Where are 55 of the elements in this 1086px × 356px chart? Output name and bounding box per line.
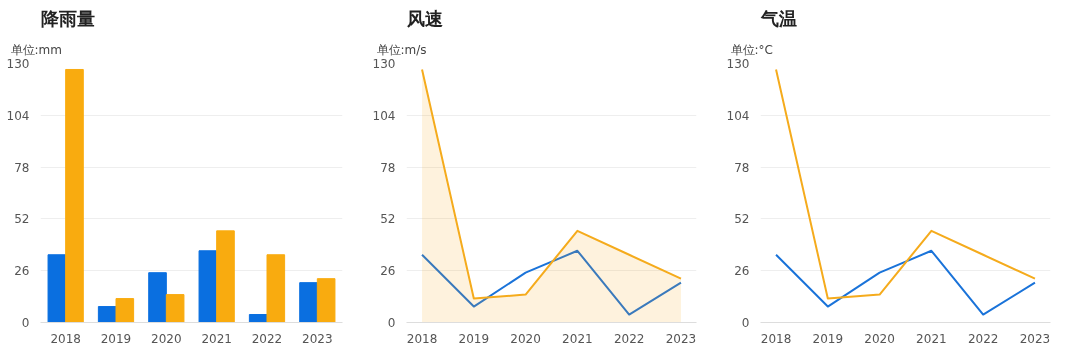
y-tick-label: 104 — [726, 108, 750, 123]
line-series — [421, 249, 682, 316]
x-tick-label: 2020 — [151, 331, 182, 346]
bar — [198, 250, 218, 323]
bar — [216, 230, 235, 323]
x-tick-label: 2019 — [100, 331, 132, 346]
bar — [47, 254, 67, 323]
x-tick-label: 2018 — [760, 331, 792, 346]
y-axis-title: 单位:mm — [10, 42, 62, 57]
bar — [299, 282, 318, 323]
x-tick-label: 2019 — [458, 331, 490, 346]
bar — [148, 272, 167, 323]
y-axis-title: 单位:°C — [730, 42, 773, 57]
y-tick-label: 104 — [6, 108, 30, 123]
y-tick-label: 78 — [380, 160, 396, 175]
x-tick-label: 2020 — [510, 331, 541, 346]
y-tick-label: 104 — [372, 108, 396, 123]
bar — [266, 254, 286, 323]
x-tick-label: 2022 — [251, 331, 283, 346]
bar — [165, 294, 185, 323]
bar — [65, 68, 84, 323]
y-tick-label: 26 — [734, 264, 750, 279]
y-tick-label: 52 — [14, 212, 30, 227]
y-tick-label: 26 — [380, 264, 396, 279]
y-tick-label: 78 — [14, 160, 30, 175]
y-tick-label: 52 — [734, 212, 750, 227]
y-tick-label: 130 — [6, 57, 30, 71]
y-tick-label: 78 — [734, 160, 750, 175]
x-tick-label: 2023 — [302, 331, 333, 346]
x-tick-label: 2022 — [613, 331, 645, 346]
y-tick-label: 52 — [380, 212, 396, 227]
y-tick-label: 0 — [387, 316, 396, 330]
chart-title: 气温 — [759, 7, 797, 29]
bar — [115, 298, 135, 323]
line-series — [775, 249, 1036, 316]
y-tick-label: 130 — [372, 57, 396, 71]
x-tick-label: 2021 — [201, 331, 232, 346]
x-tick-label: 2021 — [916, 331, 947, 346]
y-axis-title: 单位:m/s — [376, 42, 427, 57]
x-tick-label: 2018 — [50, 331, 81, 346]
y-tick-label: 26 — [14, 264, 30, 279]
x-tick-label: 2020 — [864, 331, 895, 346]
x-tick-label: 2023 — [1019, 331, 1051, 346]
y-tick-label: 130 — [726, 57, 750, 71]
y-tick-label: 0 — [741, 316, 750, 330]
x-tick-label: 2018 — [406, 331, 438, 346]
chart-title: 风速 — [405, 7, 443, 29]
chart-title: 降雨量 — [40, 7, 95, 29]
x-tick-label: 2022 — [967, 331, 999, 346]
bar — [316, 278, 336, 323]
x-tick-label: 2019 — [812, 331, 844, 346]
x-tick-label: 2023 — [665, 331, 697, 346]
y-tick-label: 0 — [21, 316, 30, 330]
line-series — [775, 68, 1036, 300]
x-tick-label: 2021 — [562, 331, 593, 346]
